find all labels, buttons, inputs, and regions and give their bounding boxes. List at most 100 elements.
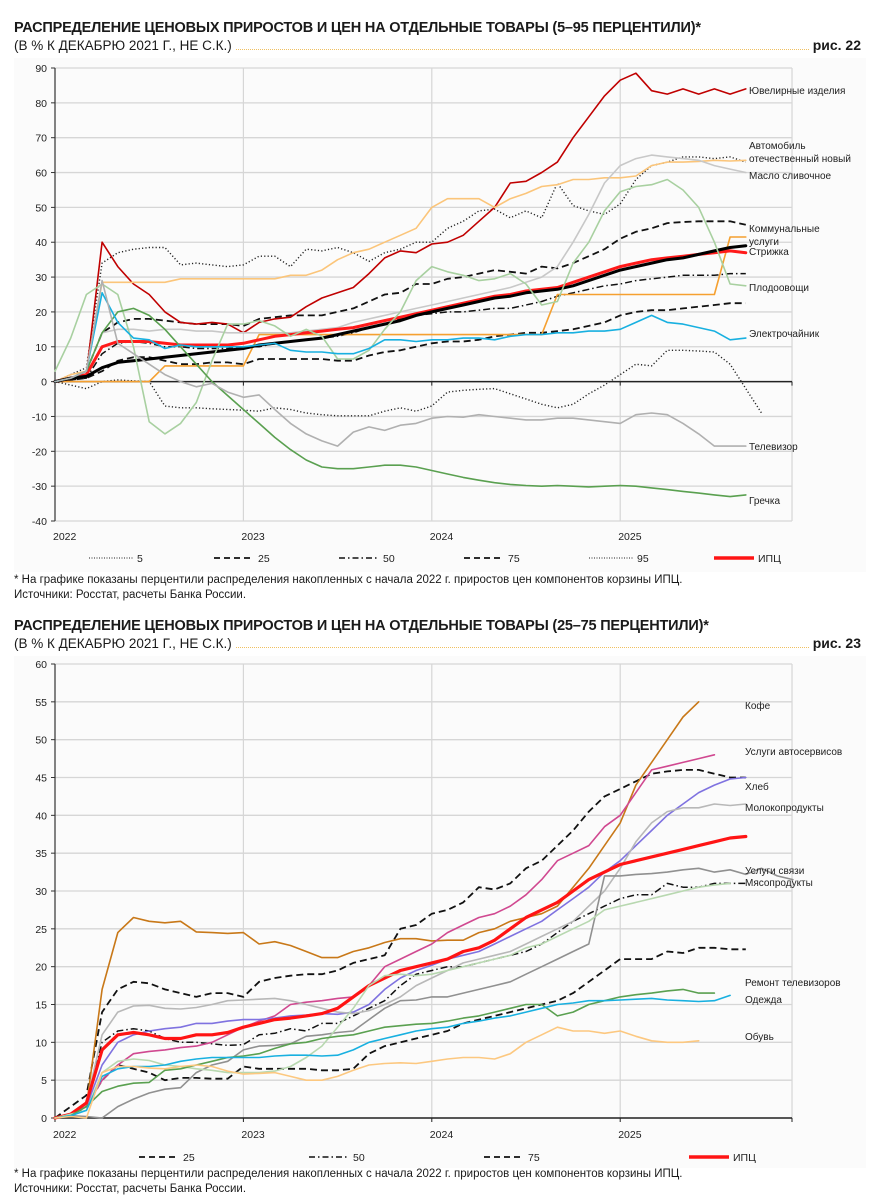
- y-tick-label: -40: [32, 516, 47, 528]
- figure-title: РАСПРЕДЕЛЕНИЕ ЦЕНОВЫХ ПРИРОСТОВ И ЦЕН НА…: [14, 618, 709, 634]
- series-label: Услуги автосервисов: [745, 747, 842, 758]
- y-tick-label: 60: [35, 168, 47, 180]
- y-tick-label: 20: [35, 962, 47, 974]
- series-label: Молокопродукты: [745, 803, 824, 814]
- series-line-yuvelirnye-izdeliya: [54, 72, 747, 383]
- chart-1-svg: 90 80 70 60 50 40 30 20 10 0 -10 -20 -30 -40 2022 2023 2…: [32, 63, 851, 565]
- series-label: Мясопродукты: [745, 878, 813, 889]
- series-group: [53, 700, 794, 1120]
- x-tick-label: 2023: [241, 531, 265, 543]
- legend-label: 25: [258, 553, 270, 565]
- series-line-kofe: [54, 700, 700, 1119]
- sources: Источники: Росстат, расчеты Банка России…: [14, 589, 247, 601]
- x-tick-label: 2025: [618, 531, 642, 543]
- y-tick-label: 25: [35, 924, 47, 936]
- series-label: Кофе: [745, 700, 771, 712]
- series-line-uslugi-avtoservisov: [54, 754, 716, 1119]
- legend-label: 5: [137, 553, 143, 565]
- dotted-leader: [235, 49, 809, 50]
- series-label: Ремонт телевизоров: [745, 978, 841, 989]
- y-tick-label: 60: [35, 659, 47, 671]
- legend-label: ИПЦ: [733, 1152, 756, 1164]
- series-line-avtomobil-otechestvennyy-novyy: [54, 159, 747, 383]
- y-tick-label: 55: [35, 697, 47, 709]
- legend-label: 50: [383, 553, 395, 565]
- figure-23-notes: * На графике показаны перцентили распред…: [14, 1167, 682, 1197]
- series-line-ipts: [53, 834, 748, 1120]
- series-line-25: [54, 946, 746, 1119]
- legend-label: 50: [353, 1152, 365, 1164]
- series-line-ipts: [53, 244, 748, 384]
- y-tick-label: -10: [32, 411, 47, 423]
- dotted-leader: [235, 647, 809, 648]
- series-line-strizhka: [53, 249, 748, 384]
- legend: 5 25 50 75 95 ИПЦ: [89, 553, 781, 565]
- x-tick-label: 2022: [53, 1129, 77, 1141]
- y-tick-label: 70: [35, 133, 47, 145]
- series-label: Плодоовощи: [749, 283, 809, 294]
- series-label: Обувь: [745, 1031, 774, 1043]
- series-label: Автомобиль: [749, 140, 806, 152]
- legend-label: 75: [528, 1152, 540, 1164]
- series-line-grechka: [54, 307, 747, 498]
- series-line-kommunalnye-uslugi: [54, 236, 747, 383]
- legend-label: 75: [508, 553, 520, 565]
- y-tick-label: 30: [35, 272, 47, 284]
- y-tick-label: 15: [35, 1000, 47, 1012]
- series-line-50: [54, 272, 746, 383]
- series-line-5: [54, 349, 763, 417]
- y-tick-label: 90: [35, 63, 47, 75]
- series-line-hleb: [54, 776, 747, 1119]
- legend-label: 25: [183, 1152, 195, 1164]
- series-label: отечественный новый: [749, 154, 851, 165]
- series-label: Электрочайник: [749, 329, 820, 340]
- x-tick-label: 2025: [618, 1129, 642, 1141]
- series-line-25: [54, 302, 746, 383]
- footnote: * На графике показаны перцентили распред…: [14, 1168, 683, 1180]
- series-label: Хлеб: [745, 781, 769, 793]
- series-line-myasoprodukty: [54, 882, 731, 1119]
- footnote: * На графике показаны перцентили распред…: [14, 574, 683, 586]
- figure-unit: (В % К ДЕКАБРЮ 2021 Г., НЕ С.К.): [14, 38, 232, 53]
- y-tick-label: 30: [35, 886, 47, 898]
- series-line-maslo-slivochnoe: [54, 154, 747, 383]
- y-tick-label: 35: [35, 848, 47, 860]
- y-tick-label: 0: [41, 1113, 47, 1125]
- series-label: Гречка: [749, 496, 780, 507]
- x-tick-label: 2024: [430, 531, 454, 543]
- series-label: Стрижка: [749, 247, 789, 258]
- x-tick-label: 2024: [430, 1129, 454, 1141]
- y-tick-label: -20: [32, 446, 47, 458]
- series-label: Масло сливочное: [749, 171, 832, 182]
- figure-unit: (В % К ДЕКАБРЮ 2021 Г., НЕ С.К.): [14, 636, 232, 651]
- series-label: услуги: [749, 237, 779, 248]
- series-line-50: [54, 882, 746, 1119]
- series-line-95: [54, 156, 747, 383]
- y-tick-label: 20: [35, 307, 47, 319]
- series-line-75: [54, 220, 746, 383]
- figure-number: рис. 23: [812, 635, 861, 651]
- legend: 25 50 75 ИПЦ: [139, 1152, 756, 1164]
- legend-label: ИПЦ: [758, 553, 781, 565]
- series-label: Услуги связи: [745, 866, 804, 877]
- y-tick-label: 40: [35, 237, 47, 249]
- series-group: [53, 72, 763, 498]
- series-label: Ювелирные изделия: [749, 86, 845, 97]
- series-line-elektrochaynik: [54, 292, 747, 383]
- y-tick-label: 40: [35, 810, 47, 822]
- figure-subtitle-row: (В % К ДЕКАБРЮ 2021 Г., НЕ С.К.) рис. 22: [14, 37, 861, 53]
- figure-23-header: РАСПРЕДЕЛЕНИЕ ЦЕНОВЫХ ПРИРОСТОВ И ЦЕН НА…: [14, 618, 861, 651]
- series-line-75: [54, 769, 746, 1119]
- series-label: Коммунальные: [749, 224, 820, 235]
- series-line-odezhda: [54, 994, 731, 1119]
- legend-label: 95: [637, 553, 649, 565]
- chart-panel-1: 90 80 70 60 50 40 30 20 10 0 -10 -20 -30 -40 2022 2023 2…: [14, 58, 866, 572]
- figure-subtitle-row: (В % К ДЕКАБРЮ 2021 Г., НЕ С.К.) рис. 23: [14, 635, 861, 651]
- y-tick-label: 10: [35, 342, 47, 354]
- x-tick-label: 2023: [241, 1129, 265, 1141]
- figure-22-header: РАСПРЕДЕЛЕНИЕ ЦЕНОВЫХ ПРИРОСТОВ И ЦЕН НА…: [14, 20, 861, 53]
- series-label: Телевизор: [749, 442, 798, 453]
- series-line-uslugi-svyazi: [54, 867, 794, 1119]
- series-label: Одежда: [745, 995, 782, 1006]
